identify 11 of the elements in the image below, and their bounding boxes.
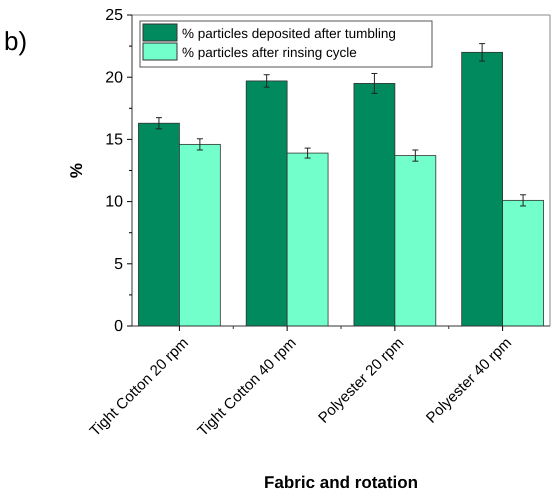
x-axis-title: Fabric and rotation <box>264 473 418 492</box>
legend-label: % particles deposited after tumbling <box>182 26 396 41</box>
y-axis-title: % <box>67 162 86 178</box>
y-tick-label: 15 <box>105 132 124 149</box>
y-tick-label: 10 <box>105 194 124 211</box>
y-tick-label: 5 <box>114 256 124 273</box>
y-tick-label: 0 <box>114 318 124 336</box>
y-tick-label: 20 <box>105 69 124 86</box>
text: b) <box>4 26 28 56</box>
legend-label: % particles after rinsing cycle <box>182 45 357 60</box>
y-tick-label: 25 <box>105 7 124 24</box>
